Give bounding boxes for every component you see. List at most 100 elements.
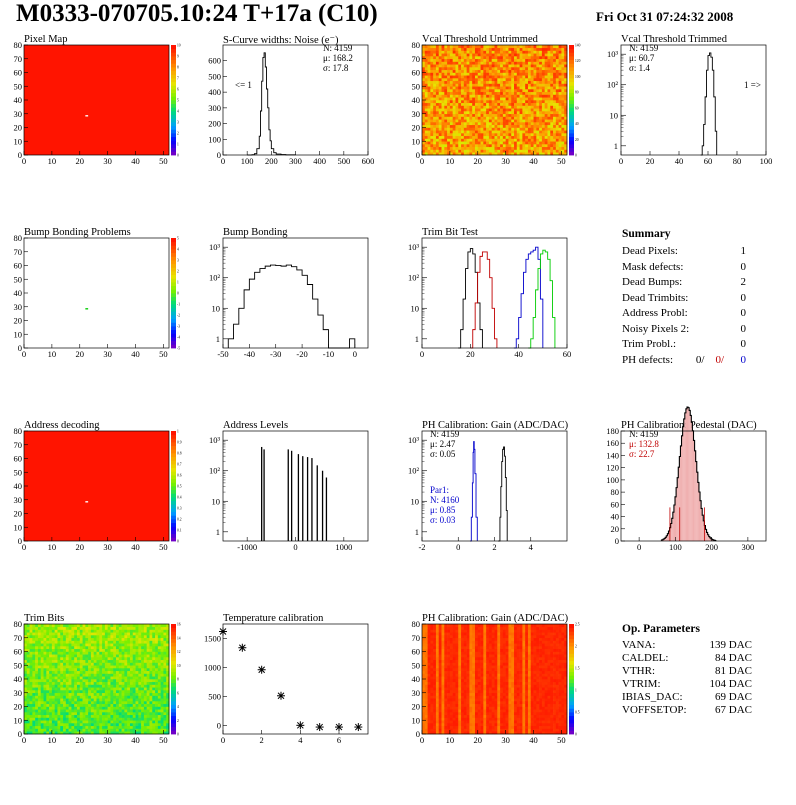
heatmap-cell (94, 657, 97, 660)
heatmap-cell (69, 685, 72, 688)
color-scale-band (171, 267, 176, 271)
heatmap-cell (461, 70, 464, 73)
color-scale-band (171, 140, 176, 144)
heatmap-cell (102, 635, 105, 638)
heatmap-cell (130, 726, 133, 729)
heatmap-cell (124, 679, 127, 682)
heatmap-cell (147, 723, 150, 726)
heatmap-cell (436, 150, 439, 153)
heatmap-cell (506, 86, 509, 89)
heatmap-cell (88, 635, 91, 638)
heatmap-cell (461, 92, 464, 95)
heatmap-cell (119, 627, 122, 630)
heatmap-cell (91, 671, 94, 674)
heatmap-cell (71, 704, 74, 707)
heatmap-cell (144, 696, 147, 699)
heatmap-cell (481, 48, 484, 51)
heatmap-cell (113, 698, 116, 701)
heatmap-cell (147, 624, 150, 627)
heatmap-cell (534, 136, 537, 139)
heatmap-cell (113, 715, 116, 718)
heatmap-cell (69, 649, 72, 652)
heatmap-cell (74, 712, 77, 715)
color-scale-tick: 80 (575, 91, 579, 95)
heatmap-cell (24, 641, 27, 644)
heatmap-cell (520, 111, 523, 114)
heatmap-cell (113, 707, 116, 710)
heatmap-cell (60, 712, 63, 715)
heatmap-cell (508, 141, 511, 144)
heatmap-cell (553, 133, 556, 136)
heatmap-cell (83, 665, 86, 668)
heatmap-cell (32, 663, 35, 666)
overflow-annotation: <= 1 (235, 80, 252, 90)
x-tick-label: 0 (420, 156, 424, 166)
heatmap-cell (85, 665, 88, 668)
heatmap-cell (32, 715, 35, 718)
color-scale-tick: 60 (575, 106, 579, 110)
heatmap-cell (38, 729, 41, 732)
heatmap-cell (116, 723, 119, 726)
heatmap-cell (130, 649, 133, 652)
heatmap-cell (119, 630, 122, 633)
heatmap-cell (147, 643, 150, 646)
heatmap-cell (163, 679, 166, 682)
heatmap-cell (528, 53, 531, 56)
heatmap-cell (539, 130, 542, 133)
heatmap-cell (458, 141, 461, 144)
heatmap-cell (539, 119, 542, 122)
heatmap-cell (433, 147, 436, 150)
heatmap-cell (136, 709, 139, 712)
heatmap-cell (38, 715, 41, 718)
heatmap-cell (74, 630, 77, 633)
heatmap-cell (55, 701, 58, 704)
heatmap-cell (447, 73, 450, 76)
heatmap-cell (74, 660, 77, 663)
heatmap-cell (24, 646, 27, 649)
heatmap-cell (147, 709, 150, 712)
heatmap-cell (80, 638, 83, 641)
heatmap-cell (430, 73, 433, 76)
heatmap-cell (481, 106, 484, 109)
heatmap-cell (436, 92, 439, 95)
heatmap-cell (41, 676, 44, 679)
heatmap-cell (525, 89, 528, 92)
color-scale-band (171, 526, 176, 530)
heatmap-cell (127, 715, 130, 718)
heatmap-cell (24, 709, 27, 712)
heatmap-cell (520, 48, 523, 51)
heatmap-cell (514, 89, 517, 92)
heatmap-cell (506, 103, 509, 106)
color-scale-band (171, 635, 176, 639)
color-scale-band (171, 449, 176, 453)
heatmap-cell (483, 144, 486, 147)
x-tick-label: 0 (619, 156, 623, 166)
heatmap-cell (122, 715, 125, 718)
heatmap-cell (514, 70, 517, 73)
y-tick-label: 160 (606, 438, 619, 448)
heatmap-cell (442, 141, 445, 144)
heatmap-cell (550, 125, 553, 128)
heatmap-cell (528, 141, 531, 144)
color-scale-tick: 0 (177, 733, 179, 737)
heatmap-cell (108, 652, 111, 655)
heatmap-cell (492, 100, 495, 103)
heatmap-cell (469, 67, 472, 70)
heatmap-cell (455, 130, 458, 133)
heatmap-cell (489, 97, 492, 100)
heatmap-cell (422, 89, 425, 92)
heatmap-cell (35, 690, 38, 693)
heatmap-cell (138, 709, 141, 712)
heatmap-cell (472, 95, 475, 98)
heatmap-cell (447, 108, 450, 111)
heatmap-cell (69, 627, 72, 630)
heatmap-cell (35, 676, 38, 679)
heatmap-cell (102, 671, 105, 674)
heatmap-cell (511, 130, 514, 133)
heatmap-cell (41, 630, 44, 633)
heatmap-cell (27, 638, 30, 641)
heatmap-cell (85, 707, 88, 710)
heatmap-cell (514, 78, 517, 81)
heatmap-cell (542, 64, 545, 67)
